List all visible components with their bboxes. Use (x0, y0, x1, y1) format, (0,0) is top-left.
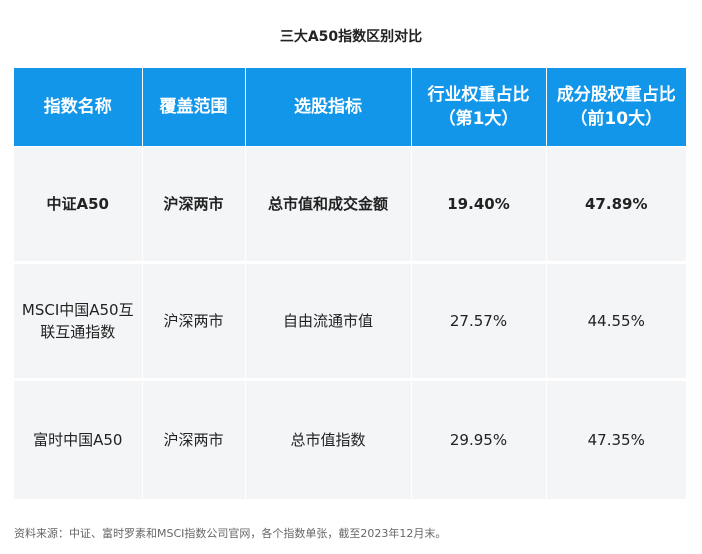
cell-index-name: 富时中国A50 (14, 378, 142, 499)
cell-top-industry-weight: 27.57% (410, 261, 546, 380)
cell-top10-constituent-weight: 47.35% (545, 378, 686, 499)
cell-coverage: 沪深两市 (141, 378, 245, 499)
header-top10-constituent-weight: 成分股权重占比（前10大） (545, 68, 686, 147)
chart-title: 三大A50指数区别对比 (279, 29, 423, 45)
cell-index-name: 中证A50 (14, 146, 142, 263)
cell-coverage: 沪深两市 (141, 146, 245, 263)
header-top-industry-weight: 行业权重占比（第1大） (410, 68, 546, 147)
table-row: 富时中国A50 沪深两市 总市值指数 29.95% 47.35% (14, 378, 686, 499)
header-coverage: 覆盖范围 (141, 68, 245, 147)
comparison-table: 指数名称 覆盖范围 选股指标 行业权重占比（第1大） 成分股权重占比（前10大）… (14, 68, 686, 499)
source-note: 资料来源：中证、富时罗素和MSCI指数公司官网，各个指数单张，截至2023年12… (14, 527, 447, 540)
header-index-name: 指数名称 (14, 68, 142, 147)
cell-selection-metric: 总市值指数 (244, 378, 411, 499)
cell-index-name: MSCI中国A50互联互通指数 (14, 261, 142, 380)
cell-coverage: 沪深两市 (141, 261, 245, 380)
header-selection-metric: 选股指标 (244, 68, 411, 147)
cell-top10-constituent-weight: 47.89% (545, 146, 686, 263)
table-row: MSCI中国A50互联互通指数 沪深两市 自由流通市值 27.57% 44.55… (14, 261, 686, 380)
cell-top-industry-weight: 19.40% (410, 146, 546, 263)
cell-top-industry-weight: 29.95% (410, 378, 546, 499)
table-row: 中证A50 沪深两市 总市值和成交金额 19.40% 47.89% (14, 146, 686, 263)
cell-top10-constituent-weight: 44.55% (545, 261, 686, 380)
table-header-row: 指数名称 覆盖范围 选股指标 行业权重占比（第1大） 成分股权重占比（前10大） (14, 68, 686, 147)
cell-selection-metric: 总市值和成交金额 (244, 146, 411, 263)
cell-selection-metric: 自由流通市值 (244, 261, 411, 380)
